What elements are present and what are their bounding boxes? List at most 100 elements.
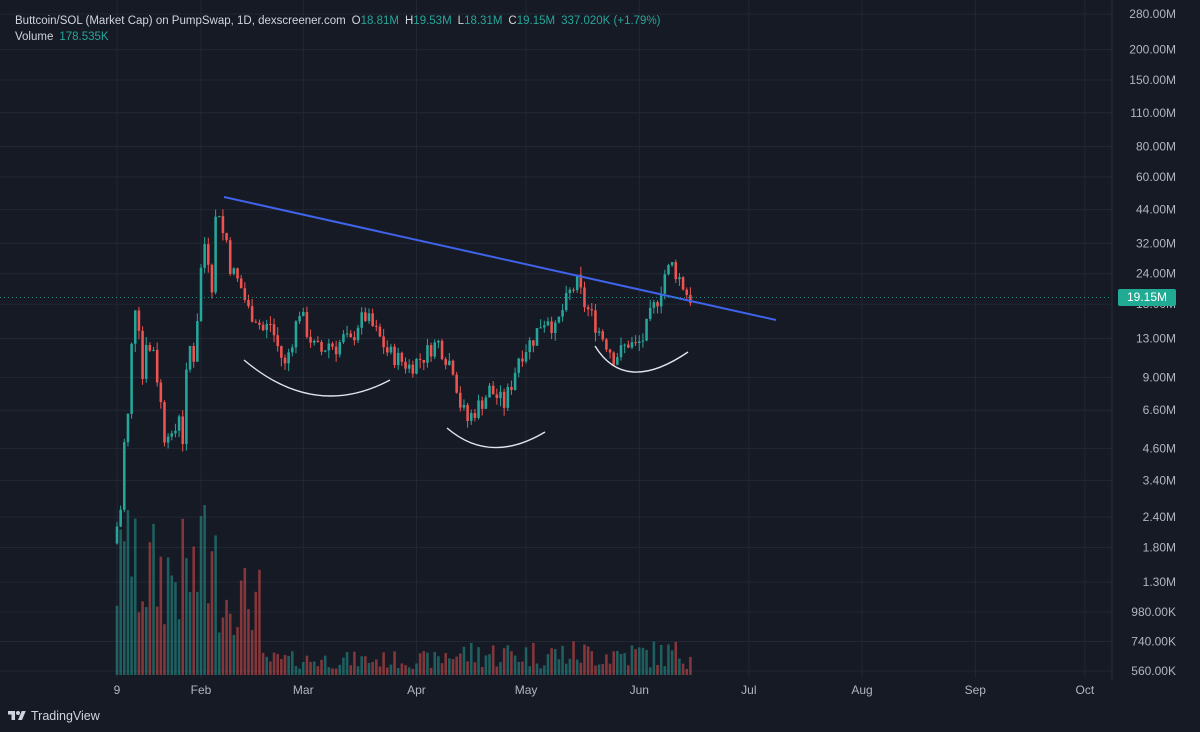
volume-bar [170, 575, 174, 675]
volume-bar [594, 665, 597, 675]
tradingview-footer[interactable]: TradingView [8, 709, 100, 723]
volume-bar [543, 665, 546, 675]
y-tick-label: 280.00M [1129, 7, 1176, 21]
candle-body [499, 391, 502, 399]
volume-bar [674, 641, 678, 675]
x-tick-label: Apr [407, 683, 426, 697]
candle-body [389, 346, 393, 353]
volume-bar [663, 666, 667, 675]
candle-body [188, 345, 192, 370]
volume-bar [283, 654, 287, 675]
volume-bar [389, 664, 393, 675]
volume-bar [568, 658, 572, 675]
volume-bar [159, 556, 163, 675]
candle-body [462, 404, 466, 408]
price-axis[interactable]: 280.00M 200.00M 150.00M 110.00M 80.00M 60.00M… [1111, 0, 1176, 680]
volume-bar [166, 557, 170, 675]
volume-bar [528, 666, 531, 675]
candle-body [652, 302, 656, 308]
volume-bar [130, 576, 133, 675]
candle-body [524, 352, 528, 362]
volume-bar [334, 668, 338, 675]
candle-body [144, 345, 148, 379]
volume-bar [623, 653, 626, 675]
volume-bar [177, 619, 181, 675]
volume-bar [459, 653, 462, 675]
candle-body [155, 349, 159, 383]
time-axis[interactable]: 9 Feb Mar Apr May Jun Jul Aug Sep Oct [114, 683, 1095, 697]
volume-bar [181, 518, 185, 675]
candle-body [375, 325, 378, 327]
y-tick-label: 6.60M [1143, 403, 1176, 417]
y-tick-label: 60.00M [1136, 170, 1176, 184]
volume-bar [444, 653, 447, 675]
volume-bar [448, 658, 451, 675]
volume-bar [524, 647, 528, 675]
volume-bar [583, 644, 586, 675]
volume-bar [163, 624, 166, 675]
volume-bar [579, 662, 583, 675]
volume-bar [634, 649, 637, 675]
candle-body [210, 264, 214, 293]
candle-body [228, 240, 232, 274]
candle-body [192, 345, 195, 362]
volume-bar [597, 664, 601, 675]
candle-body [597, 331, 601, 333]
candle-body [269, 324, 272, 326]
candle-body [199, 267, 203, 322]
candle-body [466, 404, 469, 421]
volume-bar [641, 647, 645, 675]
x-tick-label: Aug [851, 683, 872, 697]
candle-body [327, 343, 331, 351]
volume-bar [685, 668, 689, 675]
volume-bar [681, 663, 685, 675]
candle-body [608, 349, 612, 353]
candle-body [469, 413, 473, 421]
candle-body [535, 328, 539, 346]
candle-body [659, 293, 663, 307]
volume-bar [214, 535, 217, 675]
y-tick-label: 980.00K [1131, 605, 1176, 619]
x-tick-label: Jul [741, 683, 756, 697]
close-label: C [508, 15, 517, 27]
candle-body [243, 288, 247, 300]
volume-bar [575, 659, 579, 675]
volume-bar [375, 659, 378, 675]
candle-body [422, 359, 426, 363]
volume-bar [353, 651, 356, 675]
volume-bar [192, 546, 195, 675]
candle-body [648, 307, 652, 319]
candle-body [484, 397, 488, 409]
candle-body [166, 436, 170, 443]
candle-body [250, 306, 254, 322]
volume-bar [338, 664, 342, 675]
volume-bar [407, 667, 411, 675]
candle-body [254, 321, 258, 323]
chart-legend: Buttcoin/SOL (Market Cap) on PumpSwap, 1… [15, 13, 661, 45]
candle-body [513, 372, 517, 390]
candle-body [612, 352, 615, 365]
candle-body [345, 333, 349, 335]
candle-body [663, 274, 667, 294]
volume-bar [645, 649, 648, 675]
volume-bar [627, 665, 630, 675]
price-candles [115, 209, 692, 545]
candle-body [455, 374, 458, 393]
volume-bar [418, 653, 422, 675]
candle-body [163, 402, 166, 443]
candle-body [444, 359, 447, 365]
volume-bar [320, 659, 323, 675]
y-tick-label: 4.60M [1143, 441, 1176, 455]
candle-body [623, 344, 626, 346]
candle-body [378, 326, 382, 337]
volume-bar [495, 666, 499, 675]
candle-body [689, 294, 692, 303]
current-price-badge: 19.15M [1118, 289, 1176, 306]
candle-body [141, 330, 144, 379]
volume-bar [294, 665, 298, 675]
volume-bar [203, 505, 206, 675]
tradingview-logo-icon [8, 711, 26, 720]
candle-body [630, 342, 634, 348]
volume-bar [506, 645, 510, 675]
